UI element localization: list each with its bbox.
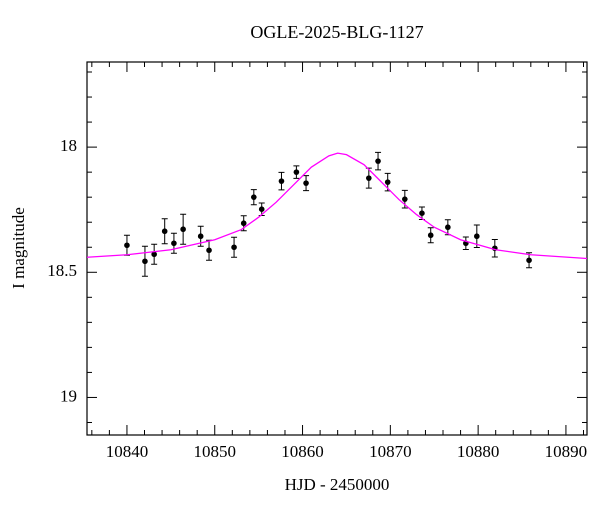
data-point bbox=[206, 247, 212, 254]
plot-frame bbox=[86, 61, 588, 436]
data-point bbox=[526, 257, 532, 264]
y-tick-label: 18.5 bbox=[47, 261, 77, 280]
y-tick-label: 19 bbox=[60, 386, 77, 405]
x-tick-label: 10860 bbox=[281, 442, 324, 461]
data-point bbox=[278, 178, 285, 184]
data-point bbox=[124, 242, 130, 249]
data-point bbox=[151, 251, 157, 258]
data-point bbox=[251, 194, 257, 200]
model-curve bbox=[87, 152, 587, 260]
data-point bbox=[427, 232, 434, 239]
x-tick-label: 10880 bbox=[457, 442, 500, 461]
data-point bbox=[240, 220, 247, 227]
data-point bbox=[445, 224, 451, 231]
data-point bbox=[293, 169, 300, 175]
data-point bbox=[303, 180, 309, 186]
data-point bbox=[366, 175, 372, 181]
x-tick-label: 10870 bbox=[369, 442, 412, 461]
data-point bbox=[180, 226, 186, 233]
x-axis-label: HJD - 2450000 bbox=[285, 475, 390, 494]
x-tick-label: 10840 bbox=[106, 442, 149, 461]
data-point bbox=[142, 258, 148, 265]
x-tick-label: 10890 bbox=[545, 442, 588, 461]
data-point bbox=[171, 240, 177, 247]
data-point bbox=[375, 158, 381, 164]
data-point bbox=[419, 210, 425, 217]
data-point bbox=[402, 196, 408, 202]
y-tick-label: 18 bbox=[60, 136, 77, 155]
data-point bbox=[384, 179, 391, 185]
y-axis-label: I magnitude bbox=[9, 207, 28, 289]
data-point bbox=[161, 228, 168, 235]
data-point bbox=[197, 233, 204, 240]
x-tick-label: 10850 bbox=[193, 442, 236, 461]
data-point bbox=[231, 244, 237, 251]
data-point bbox=[258, 206, 265, 212]
chart-title: OGLE-2025-BLG-1127 bbox=[250, 22, 423, 42]
data-point bbox=[474, 233, 480, 240]
